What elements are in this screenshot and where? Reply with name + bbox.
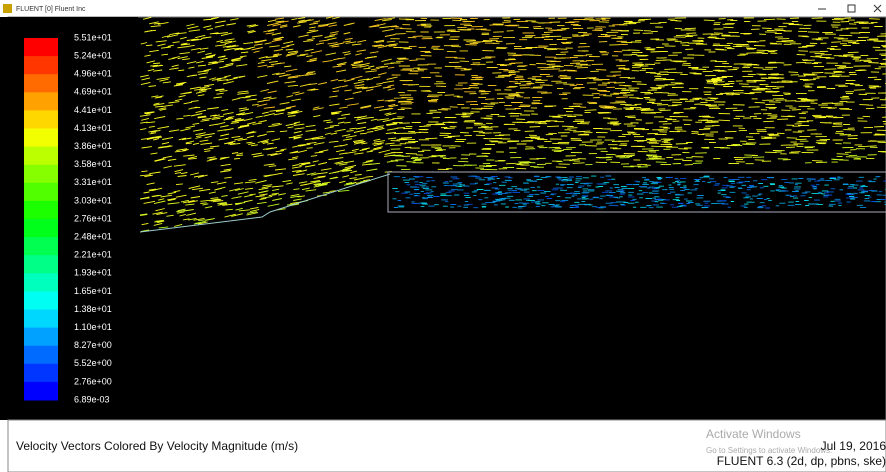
colorbar-swatch bbox=[24, 310, 58, 329]
colorbar-swatch bbox=[24, 165, 58, 184]
colorbar-swatch bbox=[24, 110, 58, 129]
colorbar-swatch bbox=[24, 129, 58, 148]
app-icon bbox=[3, 4, 12, 13]
version: FLUENT 6.3 (2d, dp, pbns, ske) bbox=[717, 454, 886, 468]
colorbar-label: 5.51e+01 bbox=[74, 32, 112, 42]
colorbar-swatch bbox=[24, 147, 58, 166]
colorbar-label: 3.31e+01 bbox=[74, 177, 112, 187]
colorbar-label: 3.58e+01 bbox=[74, 159, 112, 169]
colorbar-label: 6.89e-03 bbox=[74, 394, 110, 404]
watermark-title: Activate Windows bbox=[706, 427, 801, 441]
colorbar-swatch bbox=[24, 291, 58, 310]
colorbar-label: 3.03e+01 bbox=[74, 195, 112, 205]
colorbar-swatch bbox=[24, 38, 58, 57]
colorbar-label: 2.76e+00 bbox=[74, 376, 112, 386]
colorbar-swatch bbox=[24, 183, 58, 202]
colorbar-swatch bbox=[24, 364, 58, 383]
colorbar-swatch bbox=[24, 56, 58, 75]
colorbar-label: 1.65e+01 bbox=[74, 286, 112, 296]
colorbar-label: 4.13e+01 bbox=[74, 123, 112, 133]
caption: Velocity Vectors Colored By Velocity Mag… bbox=[16, 439, 298, 453]
window-title: FLUENT [0] Fluent Inc bbox=[16, 6, 86, 13]
colorbar-label: 5.24e+01 bbox=[74, 50, 112, 60]
colorbar-panel bbox=[0, 17, 138, 420]
colorbar-swatch bbox=[24, 237, 58, 256]
colorbar-swatch bbox=[24, 201, 58, 220]
colorbar-label: 2.48e+01 bbox=[74, 231, 112, 241]
date: Jul 19, 2016 bbox=[821, 439, 886, 453]
colorbar-swatch bbox=[24, 74, 58, 93]
colorbar-swatch bbox=[24, 382, 58, 401]
fluent-window: FLUENT [0] Fluent Inc 5.51e+01 5.24e+01 4.… bbox=[0, 0, 886, 472]
colorbar-label: 1.38e+01 bbox=[74, 304, 112, 314]
graphics-frame bbox=[8, 17, 886, 420]
title-bar bbox=[0, 0, 886, 17]
colorbar-label: 1.10e+01 bbox=[74, 322, 112, 332]
colorbar-swatch bbox=[24, 273, 58, 292]
colorbar-swatch bbox=[24, 328, 58, 347]
colorbar-label: 8.27e+00 bbox=[74, 340, 112, 350]
colorbar-label: 3.86e+01 bbox=[74, 141, 112, 151]
colorbar-label: 4.41e+01 bbox=[74, 105, 112, 115]
colorbar-swatch bbox=[24, 255, 58, 274]
colorbar-swatch bbox=[24, 346, 58, 365]
colorbar-label: 2.21e+01 bbox=[74, 250, 112, 260]
colorbar-label: 4.96e+01 bbox=[74, 69, 112, 79]
colorbar-label: 2.76e+01 bbox=[74, 213, 112, 223]
colorbar-label: 5.52e+00 bbox=[74, 358, 112, 368]
colorbar-label: 4.69e+01 bbox=[74, 87, 112, 97]
colorbar-swatch bbox=[24, 92, 58, 111]
colorbar-label: 1.93e+01 bbox=[74, 268, 112, 278]
colorbar-swatch bbox=[24, 219, 58, 238]
